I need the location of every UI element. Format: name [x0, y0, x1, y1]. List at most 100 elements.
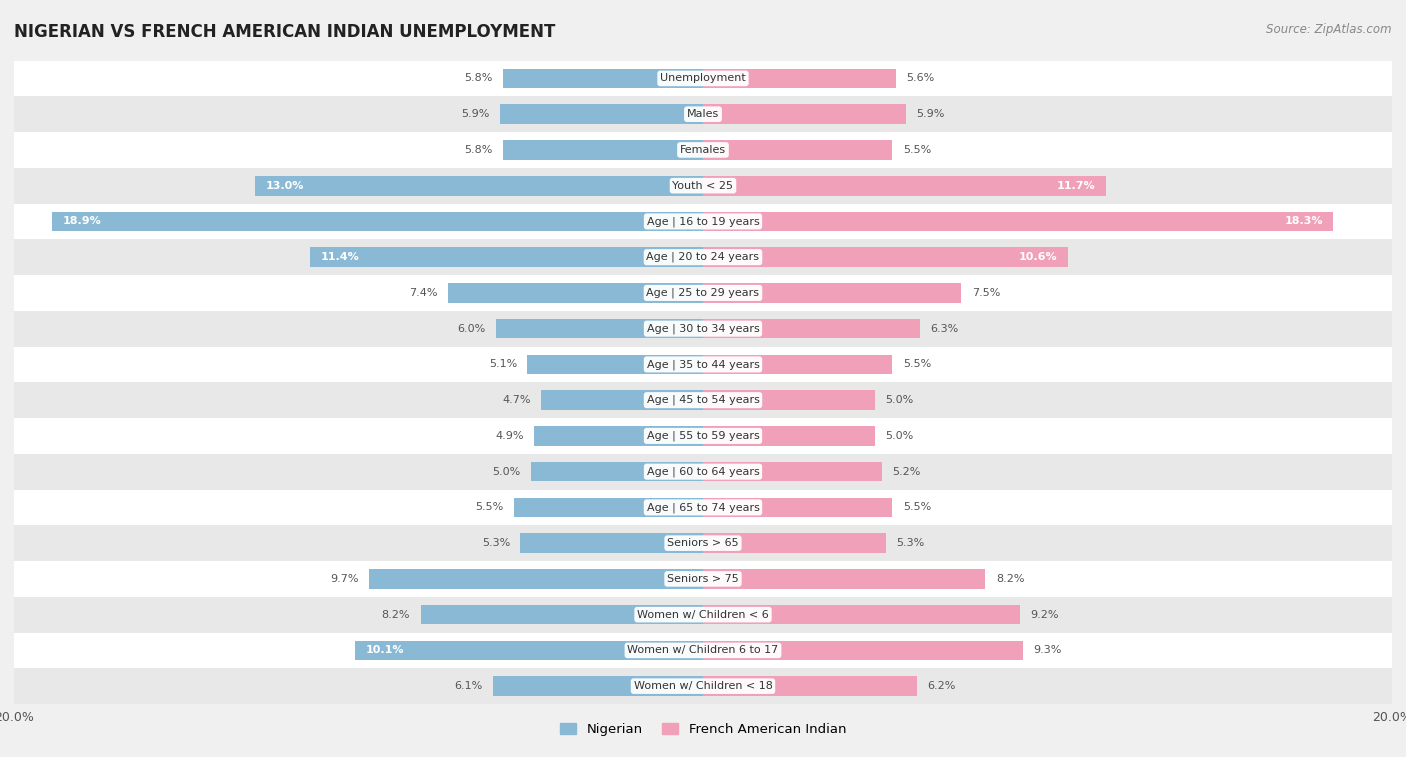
Text: 9.2%: 9.2% [1031, 609, 1059, 620]
Bar [14, 597, 1392, 633]
Bar [356, 640, 703, 660]
Text: 6.1%: 6.1% [454, 681, 482, 691]
Bar [531, 462, 703, 481]
Text: 6.0%: 6.0% [458, 324, 486, 334]
Text: Age | 30 to 34 years: Age | 30 to 34 years [647, 323, 759, 334]
Bar [368, 569, 703, 589]
Text: 4.9%: 4.9% [495, 431, 524, 441]
Text: 10.6%: 10.6% [1019, 252, 1057, 262]
Bar [14, 275, 1392, 311]
Bar [534, 426, 703, 446]
Text: 9.3%: 9.3% [1033, 646, 1062, 656]
Text: Women w/ Children < 6: Women w/ Children < 6 [637, 609, 769, 620]
Bar [513, 497, 703, 517]
Text: Age | 25 to 29 years: Age | 25 to 29 years [647, 288, 759, 298]
Bar [14, 382, 1392, 418]
Text: Age | 20 to 24 years: Age | 20 to 24 years [647, 252, 759, 263]
Bar [14, 453, 1392, 490]
Text: 4.7%: 4.7% [502, 395, 531, 405]
Text: 5.6%: 5.6% [907, 73, 935, 83]
Text: Seniors > 75: Seniors > 75 [666, 574, 740, 584]
Text: Age | 16 to 19 years: Age | 16 to 19 years [647, 217, 759, 226]
Text: Age | 55 to 59 years: Age | 55 to 59 years [647, 431, 759, 441]
Text: 5.0%: 5.0% [492, 466, 520, 477]
Text: Age | 65 to 74 years: Age | 65 to 74 years [647, 502, 759, 512]
Text: NIGERIAN VS FRENCH AMERICAN INDIAN UNEMPLOYMENT: NIGERIAN VS FRENCH AMERICAN INDIAN UNEMP… [14, 23, 555, 41]
Bar [703, 391, 875, 410]
Text: Source: ZipAtlas.com: Source: ZipAtlas.com [1267, 23, 1392, 36]
Bar [703, 676, 917, 696]
Bar [14, 490, 1392, 525]
Text: 5.8%: 5.8% [464, 73, 494, 83]
Text: 5.9%: 5.9% [917, 109, 945, 119]
Bar [703, 605, 1019, 625]
Bar [14, 347, 1392, 382]
Bar [703, 354, 893, 374]
Text: 5.3%: 5.3% [482, 538, 510, 548]
Text: Age | 60 to 64 years: Age | 60 to 64 years [647, 466, 759, 477]
Bar [14, 418, 1392, 453]
Text: 5.3%: 5.3% [896, 538, 924, 548]
Bar [14, 204, 1392, 239]
Text: 5.0%: 5.0% [886, 431, 914, 441]
Text: 5.9%: 5.9% [461, 109, 489, 119]
Text: 7.5%: 7.5% [972, 288, 1000, 298]
Bar [499, 104, 703, 124]
Bar [14, 61, 1392, 96]
Text: 11.7%: 11.7% [1057, 181, 1095, 191]
Bar [14, 96, 1392, 132]
Text: 6.2%: 6.2% [927, 681, 955, 691]
Bar [703, 319, 920, 338]
Text: 18.3%: 18.3% [1285, 217, 1323, 226]
Bar [14, 561, 1392, 597]
Bar [703, 176, 1107, 195]
Bar [494, 676, 703, 696]
Bar [256, 176, 703, 195]
Text: 13.0%: 13.0% [266, 181, 304, 191]
Bar [14, 168, 1392, 204]
Text: Age | 35 to 44 years: Age | 35 to 44 years [647, 359, 759, 369]
Bar [14, 633, 1392, 668]
Text: Unemployment: Unemployment [661, 73, 745, 83]
Bar [703, 534, 886, 553]
Bar [703, 426, 875, 446]
Bar [703, 69, 896, 89]
Bar [14, 525, 1392, 561]
Bar [541, 391, 703, 410]
Bar [14, 668, 1392, 704]
Bar [703, 104, 907, 124]
Text: 5.8%: 5.8% [464, 145, 494, 155]
Text: Females: Females [681, 145, 725, 155]
Text: 5.5%: 5.5% [903, 503, 931, 512]
Bar [496, 319, 703, 338]
Text: 5.0%: 5.0% [886, 395, 914, 405]
Bar [703, 497, 893, 517]
Bar [703, 212, 1333, 231]
Text: 5.2%: 5.2% [893, 466, 921, 477]
Bar [420, 605, 703, 625]
Text: 5.5%: 5.5% [903, 145, 931, 155]
Bar [52, 212, 703, 231]
Text: 5.5%: 5.5% [903, 360, 931, 369]
Bar [311, 248, 703, 267]
Text: Women w/ Children < 18: Women w/ Children < 18 [634, 681, 772, 691]
Bar [703, 569, 986, 589]
Bar [527, 354, 703, 374]
Text: 9.7%: 9.7% [330, 574, 359, 584]
Text: 6.3%: 6.3% [931, 324, 959, 334]
Bar [503, 140, 703, 160]
Bar [703, 248, 1069, 267]
Bar [14, 239, 1392, 275]
Text: Seniors > 65: Seniors > 65 [668, 538, 738, 548]
Text: 7.4%: 7.4% [409, 288, 437, 298]
Bar [703, 640, 1024, 660]
Text: 18.9%: 18.9% [62, 217, 101, 226]
Bar [14, 311, 1392, 347]
Bar [503, 69, 703, 89]
Text: 10.1%: 10.1% [366, 646, 404, 656]
Text: 5.1%: 5.1% [489, 360, 517, 369]
Bar [449, 283, 703, 303]
Text: 8.2%: 8.2% [381, 609, 411, 620]
Text: Males: Males [688, 109, 718, 119]
Text: Youth < 25: Youth < 25 [672, 181, 734, 191]
